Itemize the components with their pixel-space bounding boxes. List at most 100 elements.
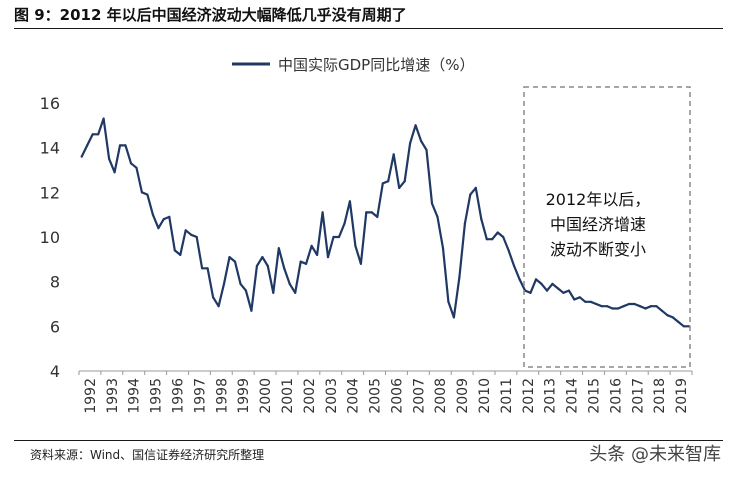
- y-tick-label: 10: [40, 228, 60, 247]
- data-point: [179, 253, 182, 256]
- legend-label: 中国实际GDP同比增速（%）: [278, 56, 474, 74]
- data-point: [447, 300, 450, 303]
- data-point: [600, 305, 603, 308]
- x-tick-label: 1996: [171, 378, 187, 414]
- data-point: [233, 260, 237, 263]
- data-point: [491, 238, 494, 241]
- data-point: [529, 291, 532, 294]
- data-point: [86, 144, 89, 147]
- data-point: [589, 300, 592, 303]
- data-point: [337, 235, 341, 239]
- data-point: [173, 249, 176, 252]
- data-point: [463, 222, 466, 225]
- data-point: [578, 296, 581, 299]
- data-point: [277, 247, 280, 250]
- data-point: [184, 229, 187, 232]
- data-point: [359, 262, 362, 265]
- data-point: [272, 291, 275, 294]
- data-point: [201, 267, 204, 270]
- data-point: [545, 289, 549, 292]
- data-point: [649, 305, 653, 308]
- data-point: [398, 186, 401, 189]
- x-tick-label: 2008: [433, 378, 449, 414]
- data-point: [556, 287, 560, 290]
- x-tick-label: 2000: [258, 378, 274, 414]
- data-point: [228, 256, 231, 259]
- data-point: [305, 262, 308, 265]
- data-point: [376, 215, 379, 218]
- data-point: [496, 231, 499, 234]
- y-tick-label: 6: [50, 317, 60, 336]
- x-tick-label: 2004: [346, 378, 362, 414]
- x-tick-label: 2017: [630, 378, 646, 414]
- data-point: [168, 215, 171, 218]
- data-point: [414, 124, 417, 127]
- data-point: [146, 193, 149, 196]
- data-point: [91, 133, 94, 136]
- y-tick-label: 8: [50, 273, 60, 292]
- data-point: [288, 282, 291, 285]
- data-point: [392, 153, 395, 156]
- data-point: [628, 302, 631, 306]
- data-point: [321, 211, 324, 214]
- watermark: 头条 @未来智库: [589, 444, 721, 465]
- data-point: [474, 186, 477, 189]
- data-point: [343, 222, 346, 225]
- data-point: [316, 253, 319, 256]
- data-point: [217, 305, 220, 308]
- chart-legend: 中国实际GDP同比增速（%）: [232, 56, 474, 74]
- x-tick-label: 2002: [302, 378, 318, 414]
- y-tick-label: 16: [40, 94, 60, 113]
- x-tick-label: 2015: [586, 378, 602, 414]
- data-point: [135, 166, 138, 169]
- x-tick-label: 2001: [280, 378, 296, 414]
- data-point: [124, 144, 127, 147]
- source-note: 资料来源：Wind、国信证券经济研究所整理: [30, 448, 265, 462]
- x-tick-label: 2014: [565, 378, 581, 414]
- data-point: [250, 309, 253, 312]
- x-tick-label: 2016: [608, 378, 624, 414]
- data-point: [294, 291, 297, 294]
- data-point: [129, 162, 133, 165]
- data-point: [655, 305, 658, 308]
- data-point: [239, 282, 242, 285]
- data-point: [348, 200, 351, 203]
- x-axis-ticks: 1992 1993 1994 1995 1996 1997 1998 1999 2000 2001…: [83, 378, 690, 414]
- x-tick-label: 1994: [127, 378, 143, 414]
- x-tick-label: 2007: [411, 378, 427, 414]
- x-tick-label: 1999: [236, 378, 252, 414]
- x-tick-label: 2011: [499, 378, 515, 414]
- data-point: [157, 227, 160, 230]
- data-point: [425, 148, 428, 151]
- data-point: [513, 264, 516, 268]
- title-divider: [14, 28, 723, 29]
- data-point: [562, 291, 565, 294]
- data-point: [507, 249, 510, 252]
- figure-title: 图 9：2012 年以后中国经济波动大幅降低几乎没有周期了: [14, 6, 407, 24]
- data-point: [666, 314, 669, 317]
- data-point: [671, 316, 674, 319]
- data-point: [622, 305, 625, 308]
- data-point: [206, 267, 209, 270]
- data-point: [485, 238, 488, 241]
- post-2012-highlight-box: [523, 86, 691, 368]
- x-tick-label: 2013: [543, 378, 559, 414]
- data-point: [332, 235, 335, 239]
- data-point: [403, 180, 406, 183]
- x-tick-label: 2006: [389, 378, 405, 414]
- data-point: [261, 256, 264, 259]
- data-point: [409, 142, 412, 145]
- data-point: [567, 289, 571, 292]
- data-point: [677, 320, 680, 323]
- data-point: [573, 298, 576, 301]
- series-line-gdp-growth: [80, 117, 690, 328]
- data-point: [326, 256, 330, 259]
- data-point: [387, 180, 390, 183]
- x-tick-label: 1992: [83, 378, 99, 414]
- data-point: [534, 278, 538, 281]
- data-point: [283, 267, 286, 270]
- annotation-line: 波动不断变小: [550, 240, 646, 259]
- x-tick-label: 2012: [521, 378, 537, 414]
- data-point: [644, 307, 647, 310]
